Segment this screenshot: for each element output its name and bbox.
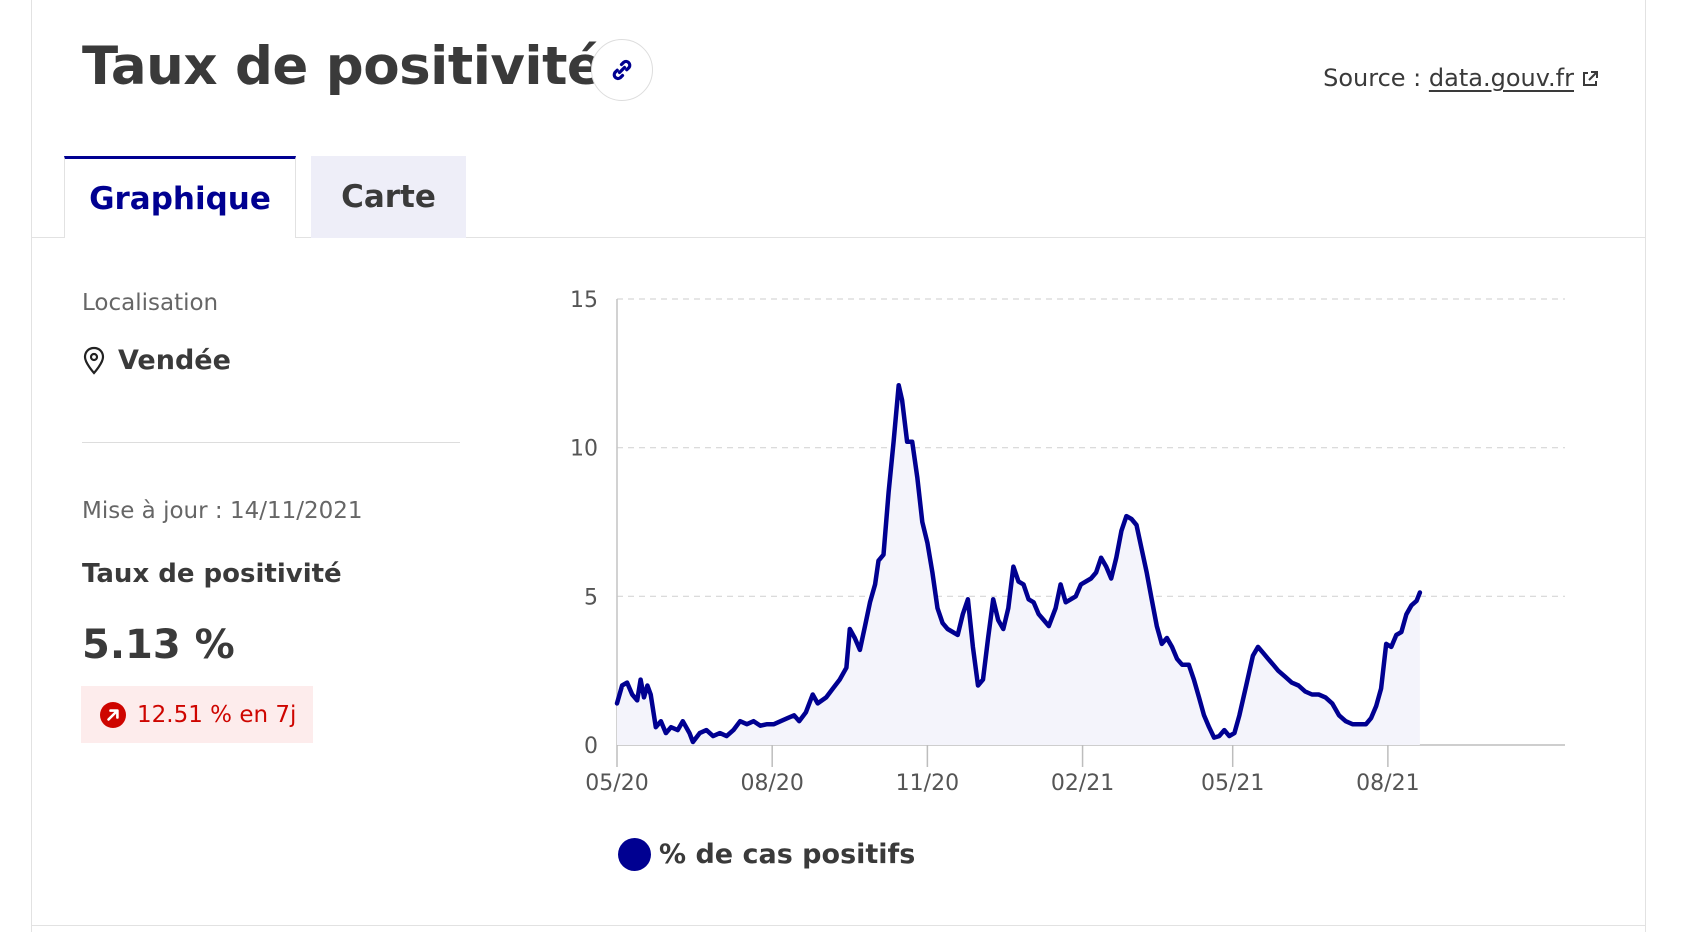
link-icon	[612, 59, 632, 81]
indicator-value: 5.13 %	[82, 622, 235, 668]
card-bottom-rule	[31, 925, 1646, 926]
legend-marker	[618, 838, 651, 871]
tab-carte[interactable]: Carte	[311, 156, 466, 238]
source-attribution: Source : data.gouv.fr	[1323, 64, 1600, 92]
y-tick-label: 0	[584, 734, 598, 759]
series-area	[617, 385, 1420, 745]
x-tick-label: 05/21	[1201, 771, 1264, 796]
source-link[interactable]: data.gouv.fr	[1429, 64, 1600, 92]
y-tick-label: 10	[570, 437, 598, 462]
location-selector[interactable]: Vendée	[82, 345, 231, 376]
location-label: Localisation	[82, 290, 219, 316]
x-tick-label: 08/21	[1356, 771, 1419, 796]
card-frame	[31, 0, 1646, 932]
series-line	[614, 382, 1423, 745]
chart-legend: % de cas positifs	[618, 838, 915, 871]
x-tick-label: 02/21	[1051, 771, 1114, 796]
update-date: Mise à jour : 14/11/2021	[82, 498, 363, 524]
tab-graphique[interactable]: Graphique	[64, 156, 296, 238]
indicator-label: Taux de positivité	[82, 559, 342, 589]
map-pin-icon	[83, 346, 105, 375]
arrow-up-right-icon	[100, 701, 126, 728]
location-value: Vendée	[118, 345, 231, 376]
trend-text: 12.51 % en 7j	[137, 701, 297, 728]
copy-link-button[interactable]	[591, 39, 653, 101]
tabs-baseline	[31, 237, 1646, 238]
external-link-icon	[1583, 71, 1598, 86]
x-tick-label: 11/20	[896, 771, 959, 796]
source-link-text: data.gouv.fr	[1428, 64, 1574, 92]
y-tick-label: 15	[570, 288, 598, 313]
x-tick-label: 05/20	[585, 771, 648, 796]
page-title: Taux de positivité	[82, 36, 603, 97]
source-label: Source :	[1323, 64, 1422, 92]
sidebar-divider	[82, 442, 460, 443]
trend-badge: 12.51 % en 7j	[81, 686, 314, 743]
y-tick-label: 5	[584, 585, 598, 610]
x-tick-label: 08/20	[740, 771, 803, 796]
legend-label: % de cas positifs	[659, 839, 916, 870]
